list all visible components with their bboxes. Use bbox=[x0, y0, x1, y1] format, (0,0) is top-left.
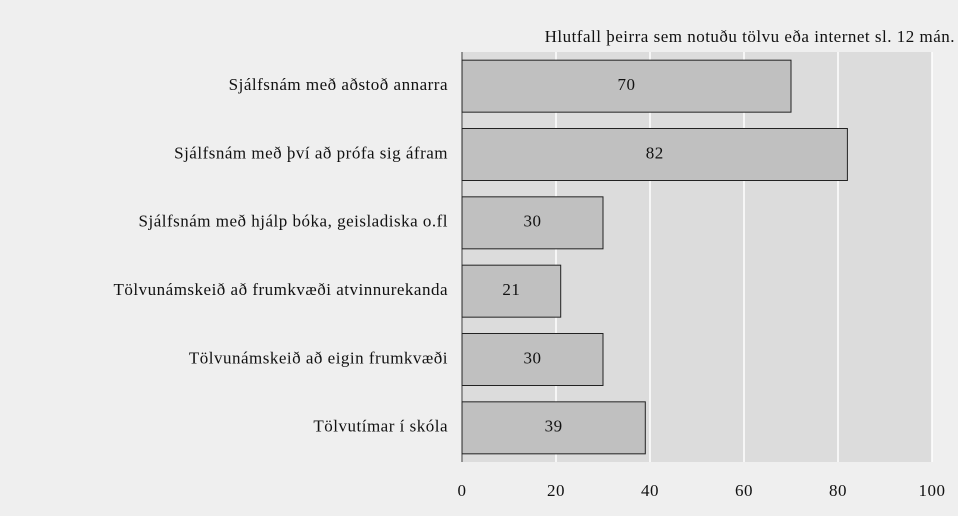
x-tick-label: 80 bbox=[829, 481, 847, 500]
y-tick-label: Tölvutímar í skóla bbox=[313, 417, 448, 436]
bar bbox=[461, 333, 604, 386]
chart-title: Hlutfall þeirra sem notuðu tölvu eða int… bbox=[545, 27, 955, 46]
y-tick-label: Sjálfsnám með aðstoð annarra bbox=[229, 75, 448, 94]
value-label: 30 bbox=[524, 348, 542, 367]
bar bbox=[461, 401, 646, 455]
x-tick-label: 20 bbox=[547, 481, 565, 500]
x-tick-label: 0 bbox=[458, 481, 467, 500]
value-label: 21 bbox=[502, 280, 520, 299]
value-label: 70 bbox=[618, 75, 636, 94]
bar bbox=[461, 59, 792, 113]
plot-area bbox=[462, 52, 932, 462]
bar bbox=[461, 128, 848, 181]
y-tick-label: Sjálfsnám með því að prófa sig áfram bbox=[174, 143, 448, 162]
bar bbox=[461, 264, 562, 318]
y-tick-label: Tölvunámskeið að eigin frumkvæði bbox=[189, 348, 448, 367]
value-label: 30 bbox=[524, 212, 542, 231]
y-tick-label: Tölvunámskeið að frumkvæði atvinnurekand… bbox=[114, 280, 448, 299]
y-tick-label: Sjálfsnám með hjálp bóka, geisladiska o.… bbox=[139, 212, 448, 231]
x-tick-label: 60 bbox=[735, 481, 753, 500]
x-tick-label: 100 bbox=[919, 481, 946, 500]
value-label: 39 bbox=[545, 417, 563, 436]
x-tick-label: 40 bbox=[641, 481, 659, 500]
value-label: 82 bbox=[646, 143, 664, 162]
bar bbox=[461, 196, 604, 250]
